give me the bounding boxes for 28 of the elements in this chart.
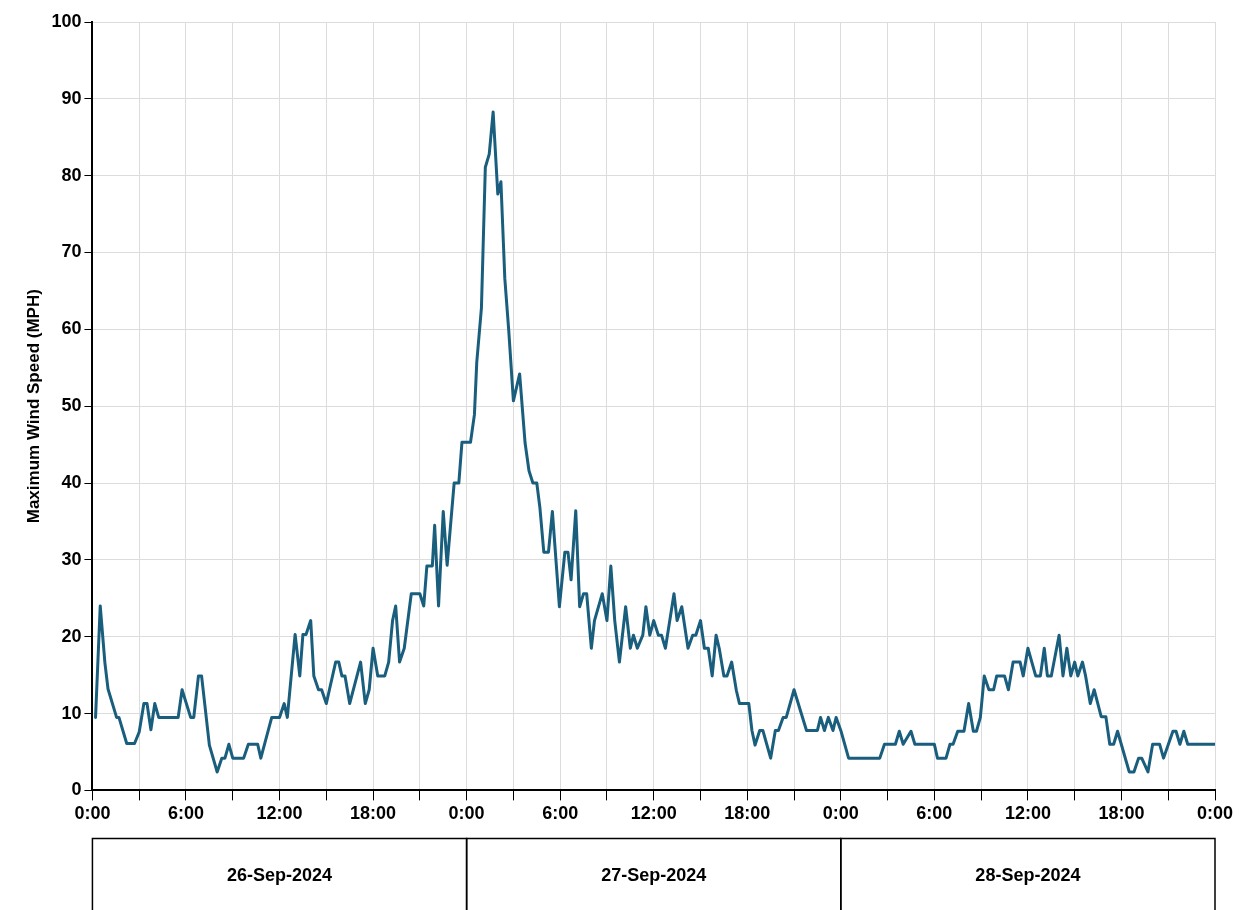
y-tick-label: 20: [61, 625, 82, 646]
x-tick-label: 18:00: [350, 803, 397, 824]
y-tick-label: 40: [61, 472, 82, 493]
y-tick-label: 50: [61, 395, 82, 416]
y-tick-label: 70: [61, 241, 82, 262]
text: 28-Sep-2024: [975, 865, 1081, 886]
y-tick-label: 90: [61, 87, 82, 108]
x-tick-label: 0:00: [1196, 803, 1234, 824]
x-tick-label: 6:00: [167, 803, 204, 824]
x-tick-label: 0:00: [822, 803, 859, 824]
x-tick-label: 0:00: [74, 803, 111, 824]
x-tick-label: 12:00: [630, 803, 677, 824]
y-tick-label: 80: [61, 164, 82, 185]
x-tick-label: 0:00: [448, 803, 485, 824]
x-tick-label: 12:00: [256, 803, 303, 824]
x-tick-label: 6:00: [542, 803, 579, 824]
y-tick-label: 60: [61, 318, 82, 339]
x-tick-label: 12:00: [1004, 803, 1051, 824]
x-tick-label: 18:00: [1098, 803, 1145, 824]
text: 26-Sep-2024: [226, 865, 333, 886]
y-tick-label: 100: [51, 10, 82, 31]
y-axis-title: Maximum Wind Speed (MPH): [23, 289, 43, 524]
x-tick-label: 6:00: [916, 803, 953, 824]
y-tick-label: 30: [61, 548, 82, 569]
y-tick-label: 0: [71, 779, 82, 800]
text: 27-Sep-2024: [601, 865, 707, 886]
y-tick-label: 10: [61, 702, 82, 723]
x-tick-label: 18:00: [724, 803, 771, 824]
